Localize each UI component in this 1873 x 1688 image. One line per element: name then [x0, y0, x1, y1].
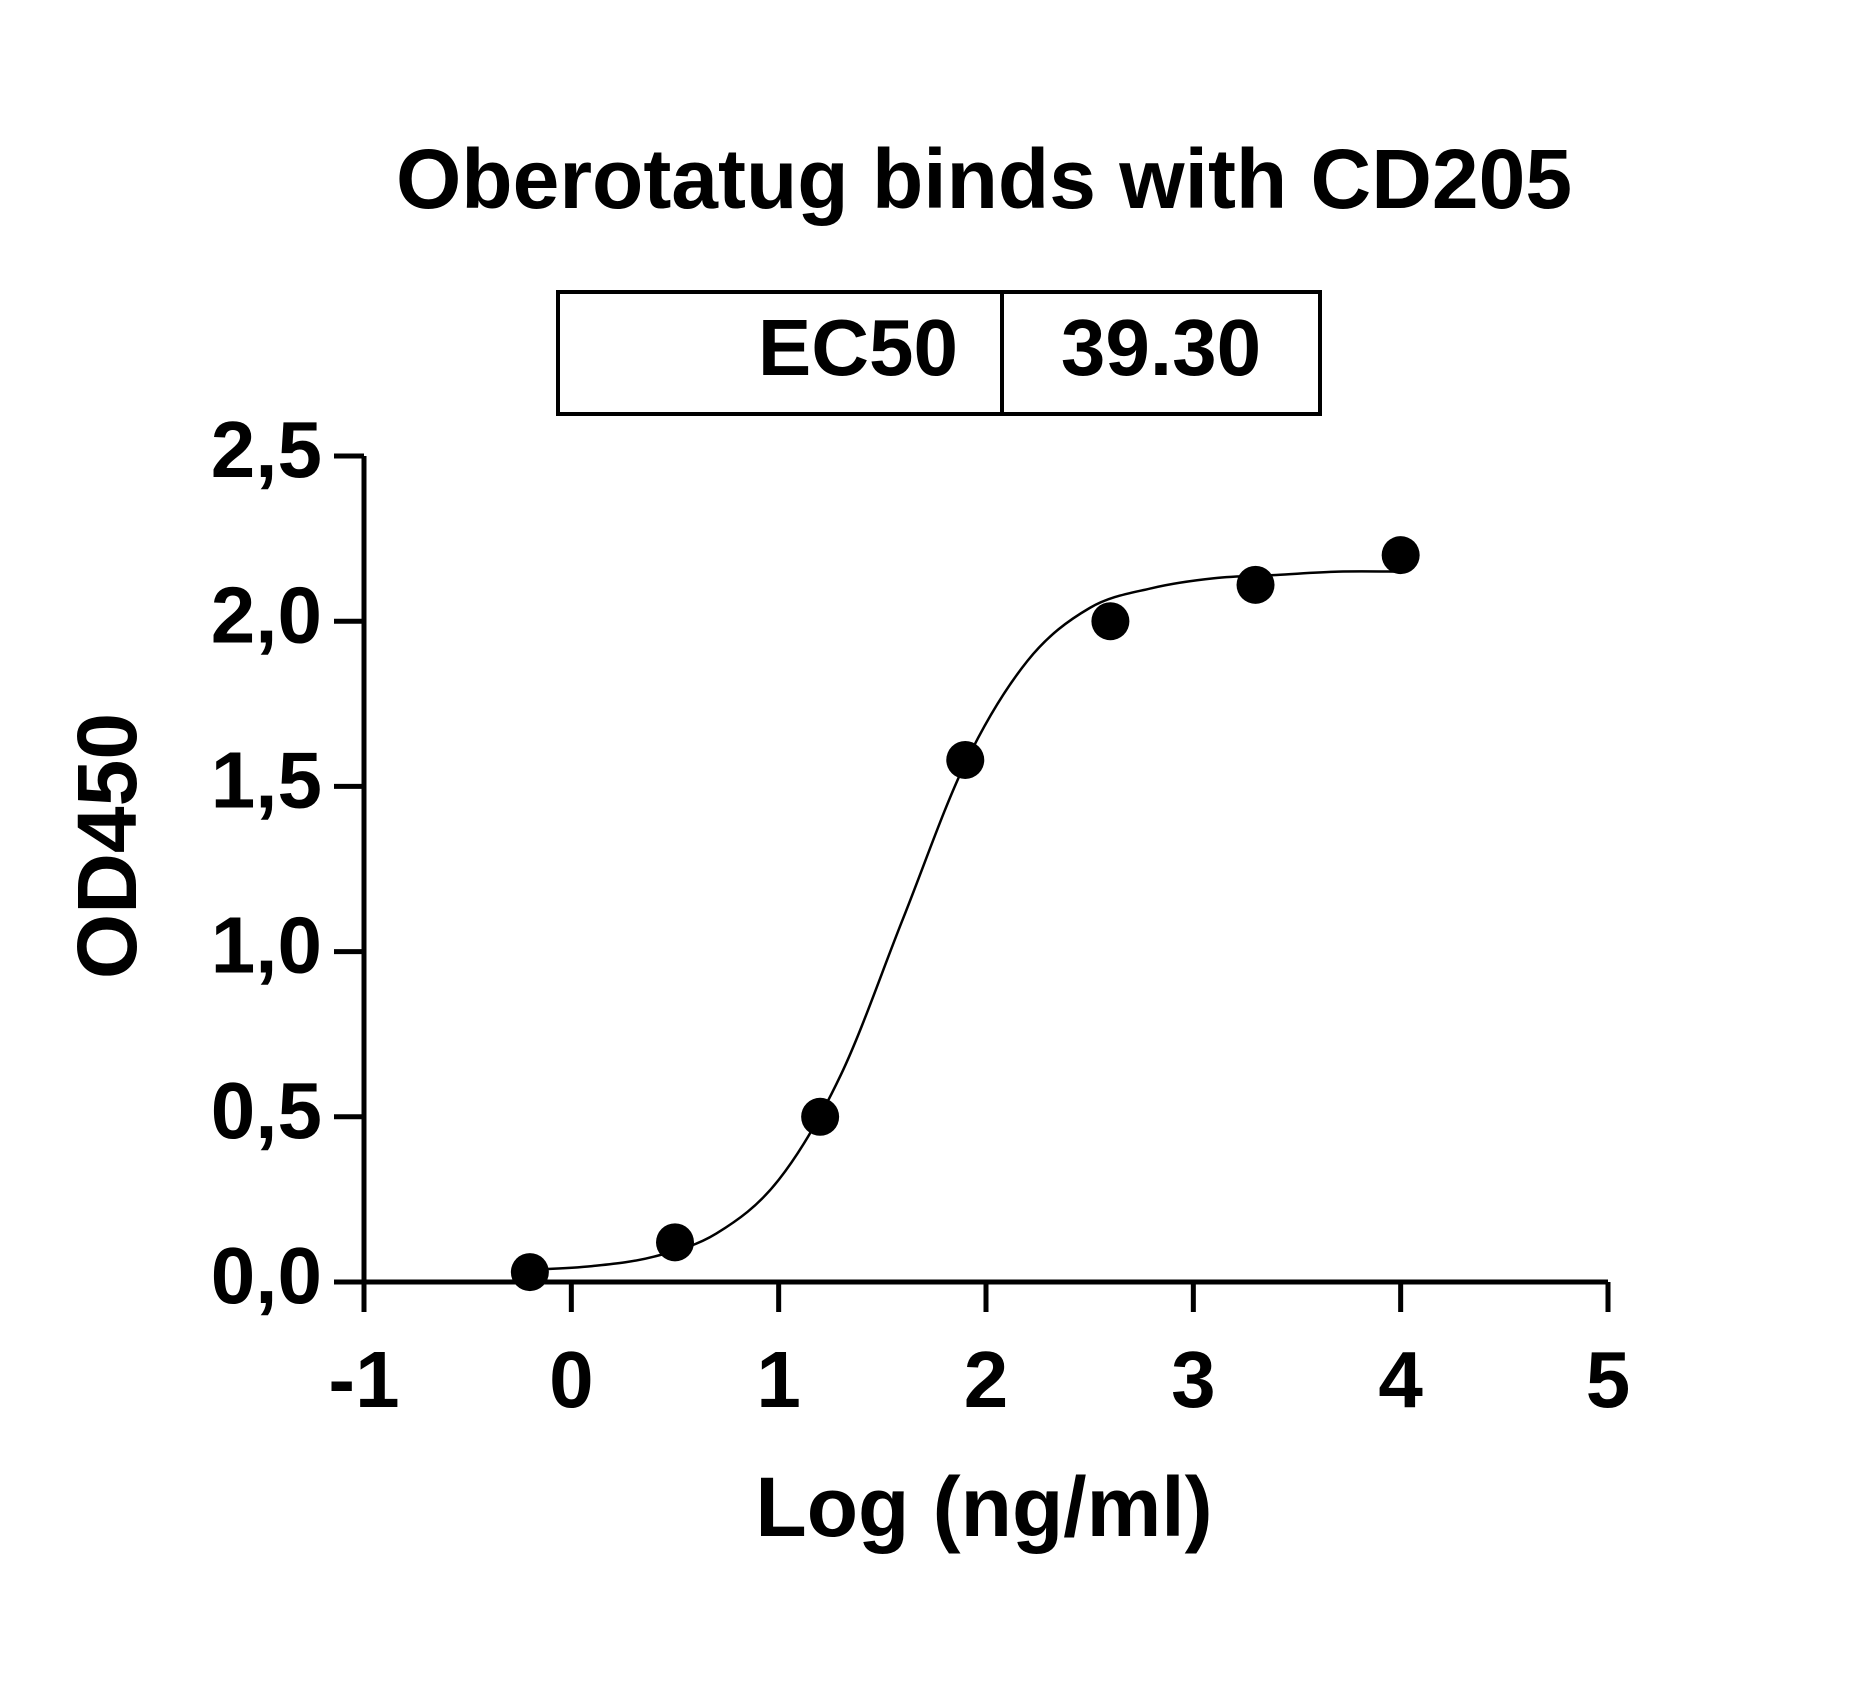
ec50-box: [556, 290, 1322, 416]
x-tick-label: 5: [1586, 1335, 1631, 1424]
y-tick-label: 2,5: [211, 405, 322, 494]
x-tick-label: 2: [964, 1335, 1009, 1424]
chart-title: Oberotatug binds with CD205: [396, 132, 1572, 226]
x-tick-label: 4: [1378, 1335, 1423, 1424]
y-tick-label: 0,5: [211, 1066, 322, 1155]
data-point: [1091, 602, 1130, 641]
ec50-label: EC50: [758, 303, 958, 392]
ec50-value: 39.30: [1061, 303, 1261, 392]
data-point: [1236, 565, 1275, 604]
x-axis-label: Log (ng/ml): [755, 1460, 1212, 1554]
x-tick-label: 3: [1171, 1335, 1216, 1424]
data-point: [656, 1223, 694, 1262]
y-tick-label: 2,0: [211, 570, 322, 659]
x-tick-label: 1: [756, 1335, 801, 1424]
x-tick-label: 0: [549, 1335, 594, 1424]
data-point: [801, 1097, 840, 1136]
y-tick-label: 0,0: [211, 1231, 322, 1320]
fit-curve: [529, 570, 1401, 1272]
y-axis-label: OD450: [60, 713, 154, 979]
x-tick-label: -1: [328, 1335, 399, 1424]
data-point: [1381, 536, 1420, 575]
data-point: [510, 1253, 549, 1292]
y-tick-label: 1,5: [211, 736, 322, 825]
y-tick-label: 1,0: [211, 901, 322, 990]
data-point: [946, 740, 985, 779]
